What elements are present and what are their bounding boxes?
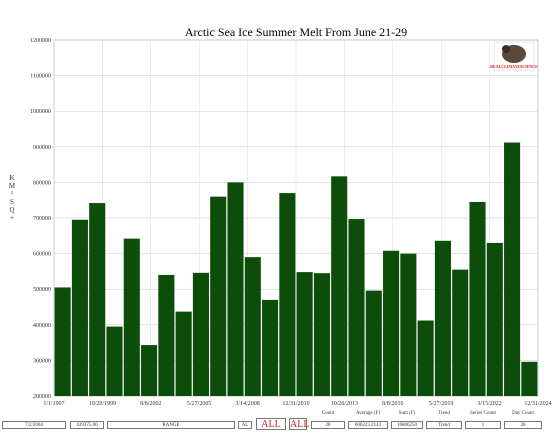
bar[interactable]: [71, 219, 88, 396]
bar[interactable]: [296, 272, 313, 396]
average-label: Average (F): [356, 411, 380, 416]
y-tick-label: 400000: [33, 323, 51, 329]
bar[interactable]: [54, 287, 71, 396]
bar[interactable]: [365, 290, 382, 396]
y-axis-label-char: S: [10, 198, 14, 206]
day-count-label: Day Count: [512, 411, 534, 416]
count-field[interactable]: 28: [311, 421, 345, 429]
y-tick-label: 900000: [33, 145, 51, 151]
bar[interactable]: [348, 219, 365, 396]
bar[interactable]: [192, 272, 209, 396]
y-axis-label-char: Q: [9, 206, 14, 214]
range-value-field[interactable]: 439375.00: [70, 421, 104, 429]
y-axis-label-char: K: [9, 174, 14, 182]
y-tick-label: 600000: [33, 252, 51, 258]
range-field[interactable]: RANGE: [107, 421, 235, 429]
y-tick-label: 300000: [33, 358, 51, 364]
y-tick-label: 1200000: [30, 38, 51, 44]
x-tick-label: 3/14/2008: [235, 401, 259, 407]
bar[interactable]: [106, 326, 123, 396]
bar[interactable]: [175, 311, 192, 396]
bar[interactable]: [417, 320, 434, 396]
logo-text: REALCLIMATESCIENCE: [490, 64, 538, 69]
logo: REALCLIMATESCIENCE: [490, 41, 538, 71]
bars-layer: [54, 142, 538, 396]
bar[interactable]: [486, 242, 503, 396]
x-tick-label: 10/20/2013: [331, 401, 358, 407]
bar[interactable]: [383, 250, 400, 396]
y-axis-label-char: +: [10, 214, 14, 222]
y-tick-label: 200000: [33, 394, 51, 400]
bar-chart: Arctic Sea Ice Summer Melt From June 21-…: [9, 25, 552, 407]
bar[interactable]: [89, 203, 106, 396]
bar[interactable]: [469, 201, 486, 396]
x-tick-label: 10/20/1999: [89, 401, 116, 407]
all-button-2[interactable]: ALL: [289, 418, 310, 430]
bar[interactable]: [227, 182, 244, 396]
x-tick-label: 1/1/1997: [43, 401, 64, 407]
series-count-label: Series Count: [470, 411, 496, 416]
x-tick-label: 12/31/2010: [282, 401, 309, 407]
y-tick-label: 500000: [33, 287, 51, 293]
x-tick-label: 5/27/2005: [187, 401, 211, 407]
x-tick-label: 12/31/2024: [524, 401, 551, 407]
bar[interactable]: [123, 238, 140, 396]
x-tick-label: 5/27/2019: [429, 401, 453, 407]
trend-label: Trend: [438, 411, 450, 416]
bar[interactable]: [141, 345, 158, 396]
y-tick-label: 1000000: [30, 109, 51, 115]
bar[interactable]: [210, 196, 227, 396]
bar[interactable]: [158, 274, 175, 396]
sum-label: Sum (F): [398, 411, 416, 416]
x-tick-label: 8/8/2002: [140, 401, 161, 407]
y-tick-label: 800000: [33, 180, 51, 186]
y-axis-label-char: M: [9, 182, 16, 190]
trend-field[interactable]: Trend: [426, 421, 462, 429]
axis-layer: 200000 300000 400000 500000 600000 700000 8000…: [30, 38, 552, 407]
date-field[interactable]: 7/2/2004: [2, 421, 66, 429]
x-tick-label: 3/15/2022: [477, 401, 501, 407]
chart-title: Arctic Sea Ice Summer Melt From June 21-…: [185, 25, 407, 39]
bar[interactable]: [504, 142, 521, 396]
y-tick-label: 1100000: [30, 74, 51, 80]
sum-field[interactable]: 16806250: [391, 421, 423, 429]
bar[interactable]: [313, 273, 330, 396]
al-field[interactable]: AL: [238, 421, 252, 429]
bar[interactable]: [331, 176, 348, 396]
day-count-field[interactable]: 28: [504, 421, 542, 429]
bar[interactable]: [521, 361, 538, 396]
x-tick-label: 8/8/2016: [382, 401, 403, 407]
bar[interactable]: [400, 253, 417, 396]
all-button-1[interactable]: ALL: [256, 418, 286, 430]
bar[interactable]: [262, 299, 279, 396]
footer-controls: 7/2/2004 439375.00 RANGE AL ALL ALL Coun…: [0, 408, 560, 433]
y-axis-label-char: ²: [11, 190, 13, 198]
bar[interactable]: [279, 193, 296, 396]
series-count-field[interactable]: 1: [465, 421, 501, 429]
bar[interactable]: [434, 240, 451, 396]
y-tick-label: 700000: [33, 216, 51, 222]
count-label: Count: [321, 411, 335, 416]
average-field[interactable]: 600223.2143: [348, 421, 388, 429]
bar[interactable]: [452, 269, 469, 396]
bar[interactable]: [244, 257, 261, 396]
